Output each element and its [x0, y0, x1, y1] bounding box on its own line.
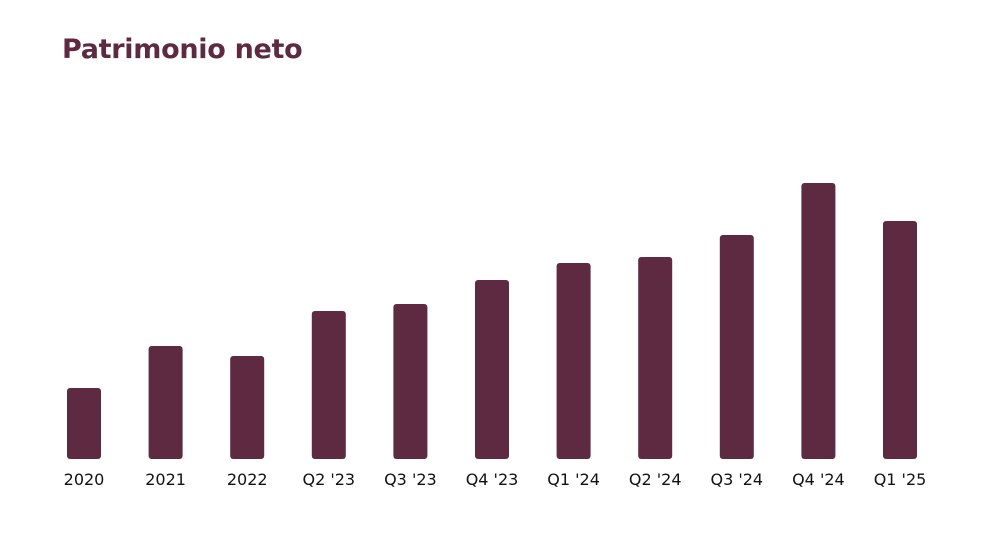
bar-q1-24 — [556, 263, 591, 459]
bar-q2-23 — [311, 311, 346, 459]
x-tick-label: Q2 '24 — [629, 470, 682, 489]
x-tick-label: 2021 — [145, 470, 186, 489]
x-axis-labels: 2020 2021 2022 Q2 '23 Q3 '23 Q4 '23 Q1 '24 Q2 '… — [64, 470, 927, 489]
bar-2020 — [67, 388, 101, 459]
bars-group — [67, 183, 917, 459]
bar-q3-24 — [719, 235, 754, 459]
bar-q2-24 — [638, 257, 673, 459]
bar-q4-23 — [475, 280, 509, 459]
bar-2021 — [148, 346, 183, 459]
x-tick-label: 2020 — [64, 470, 105, 489]
x-tick-label: 2022 — [227, 470, 268, 489]
x-tick-label: Q3 '24 — [710, 470, 763, 489]
x-tick-label: Q4 '23 — [466, 470, 519, 489]
x-tick-label: Q3 '23 — [384, 470, 437, 489]
bar-q3-23 — [393, 304, 428, 459]
bar-2022 — [230, 356, 265, 459]
bar-q1-25 — [883, 221, 917, 459]
x-tick-label: Q2 '23 — [302, 470, 355, 489]
x-tick-label: Q1 '25 — [874, 470, 927, 489]
chart-title: Patrimonio neto — [62, 34, 303, 65]
x-tick-label: Q4 '24 — [792, 470, 845, 489]
bar-q4-24 — [801, 183, 836, 459]
x-tick-label: Q1 '24 — [547, 470, 600, 489]
